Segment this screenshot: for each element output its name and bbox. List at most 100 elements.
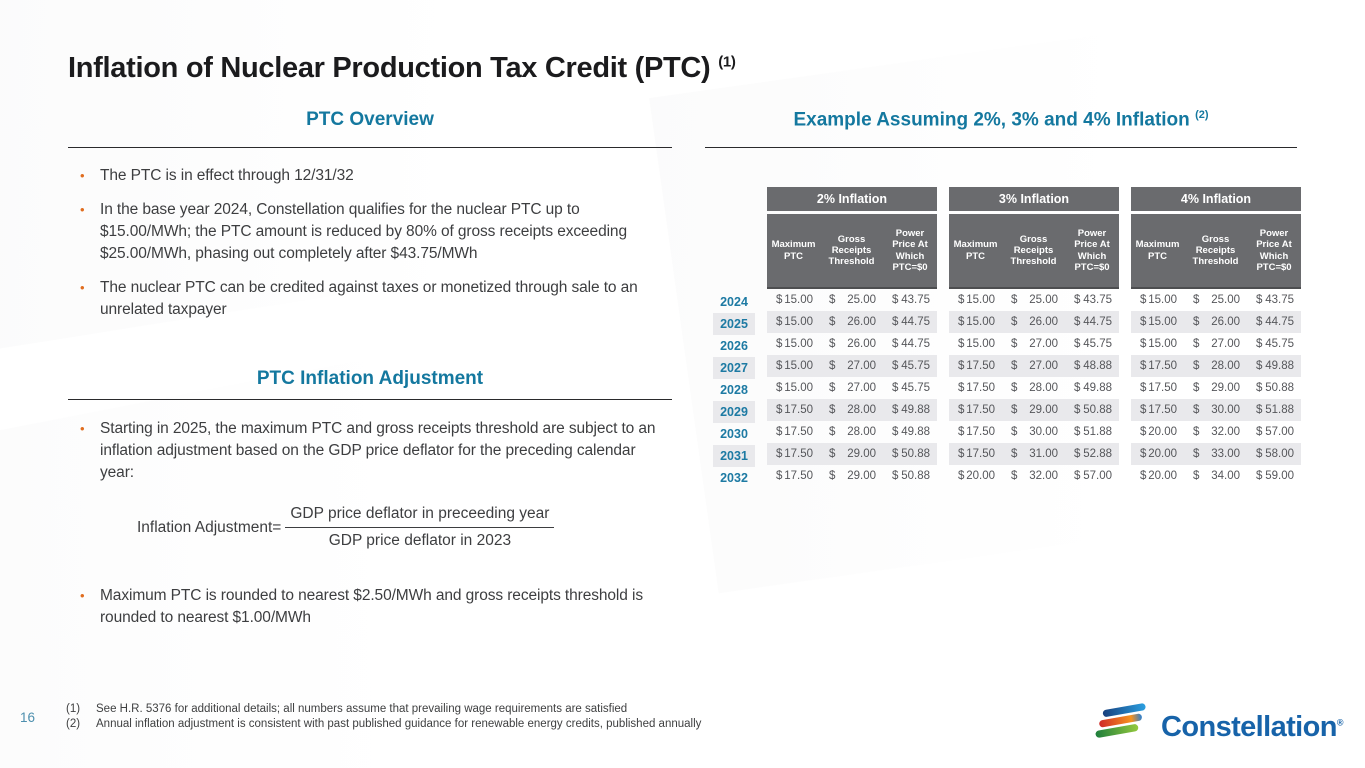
year-label: 2025 <box>713 313 755 335</box>
cell-value: 25.00 <box>1211 294 1240 306</box>
cell-value: 27.00 <box>847 360 876 372</box>
example-heading: Example Assuming 2%, 3% and 4% Inflation… <box>705 109 1297 131</box>
cell-value: 29.00 <box>1211 382 1240 394</box>
footnote-marker: (1) <box>66 703 81 715</box>
currency-symbol: $ <box>1074 470 1081 482</box>
cell-value: 26.00 <box>1211 316 1240 328</box>
currency-symbol: $ <box>1256 294 1263 306</box>
cell-value: 59.00 <box>1265 470 1294 482</box>
table-row: $15.00 $26.00 $44.75 <box>949 311 1119 333</box>
table-row: $20.00 $33.00 $58.00 <box>1131 443 1301 465</box>
currency-symbol: $ <box>1074 294 1081 306</box>
currency-symbol: $ <box>1074 426 1081 438</box>
currency-symbol: $ <box>1011 360 1018 372</box>
table-cell: $50.88 <box>1247 382 1301 394</box>
table-cell: $27.00 <box>1002 360 1065 372</box>
currency-symbol: $ <box>829 338 836 350</box>
cell-value: 49.88 <box>1083 382 1112 394</box>
currency-symbol: $ <box>1193 426 1200 438</box>
bullet-text: Starting in 2025, the maximum PTC and gr… <box>100 420 656 481</box>
cell-value: 20.00 <box>1148 470 1177 482</box>
table-row: $17.50 $28.00 $49.88 <box>767 399 937 421</box>
cell-value: 17.50 <box>966 448 995 460</box>
table-cell: $32.00 <box>1002 470 1065 482</box>
cell-value: 15.00 <box>784 294 813 306</box>
table-cell: $26.00 <box>1184 316 1247 328</box>
currency-symbol: $ <box>1256 426 1263 438</box>
currency-symbol: $ <box>1193 448 1200 460</box>
cell-value: 17.50 <box>966 360 995 372</box>
cell-value: 20.00 <box>1148 426 1177 438</box>
currency-symbol: $ <box>1193 404 1200 416</box>
currency-symbol: $ <box>1140 316 1147 328</box>
example-heading-text: Example Assuming 2%, 3% and 4% Inflation <box>793 109 1190 131</box>
cell-value: 31.00 <box>1029 448 1058 460</box>
constellation-logo: Constellation® <box>1083 697 1344 747</box>
column-header: Maximum PTC <box>1135 239 1180 262</box>
year-label: 2024 <box>720 295 748 309</box>
table-cell: $17.50 <box>1131 404 1184 416</box>
currency-symbol: $ <box>776 448 783 460</box>
cell-value: 43.75 <box>1083 294 1112 306</box>
table-cell: $28.00 <box>1002 382 1065 394</box>
cell-value: 45.75 <box>1265 338 1294 350</box>
bullet-icon: • <box>80 280 85 295</box>
constellation-logo-text: Constellation® <box>1161 711 1344 744</box>
footnote-marker: (2) <box>66 717 81 730</box>
table-cell: $15.00 <box>949 294 1002 306</box>
cell-value: 48.88 <box>1083 360 1112 372</box>
cell-value: 50.88 <box>901 470 930 482</box>
table-cell: $15.00 <box>1131 338 1184 350</box>
currency-symbol: $ <box>1011 382 1018 394</box>
table-row: $15.00 $27.00 $45.75 <box>1131 333 1301 355</box>
table-row: $15.00 $27.00 $45.75 <box>767 355 937 377</box>
currency-symbol: $ <box>892 316 899 328</box>
table-cell: $43.75 <box>1247 294 1301 306</box>
cell-value: 49.88 <box>901 426 930 438</box>
table-cell: $44.75 <box>1247 316 1301 328</box>
currency-symbol: $ <box>829 294 836 306</box>
cell-value: 17.50 <box>1148 360 1177 372</box>
currency-symbol: $ <box>1140 360 1147 372</box>
cell-value: 17.50 <box>784 448 813 460</box>
currency-symbol: $ <box>776 338 783 350</box>
table-cell: $25.00 <box>1002 294 1065 306</box>
currency-symbol: $ <box>1011 294 1018 306</box>
table-cell: $49.88 <box>1247 360 1301 372</box>
ptc-inflation-adjustment-heading: PTC Inflation Adjustment <box>256 368 484 389</box>
table-cell: $17.50 <box>767 426 820 438</box>
table-cell: $27.00 <box>1002 338 1065 350</box>
cell-value: 27.00 <box>1211 338 1240 350</box>
cell-value: 15.00 <box>1148 294 1177 306</box>
bullet-icon: • <box>80 202 85 217</box>
cell-value: 28.00 <box>1029 382 1058 394</box>
table-row: $15.00 $25.00 $43.75 <box>1131 289 1301 311</box>
cell-value: 30.00 <box>1211 404 1240 416</box>
currency-symbol: $ <box>1256 382 1263 394</box>
table-cell: $15.00 <box>949 338 1002 350</box>
table-row: $20.00 $34.00 $59.00 <box>1131 465 1301 487</box>
table-row: $17.50 $28.00 $49.88 <box>949 377 1119 399</box>
formula-fraction: GDP price deflator in preceeding year GD… <box>285 505 555 550</box>
registered-trademark-icon: ® <box>1336 716 1344 727</box>
table-cell: $31.00 <box>1002 448 1065 460</box>
cell-value: 30.00 <box>1029 426 1058 438</box>
year-label: 2026 <box>720 339 748 353</box>
currency-symbol: $ <box>958 360 965 372</box>
year-label: 2031 <box>713 445 755 467</box>
currency-symbol: $ <box>1011 426 1018 438</box>
table-row: $17.50 $29.00 $50.88 <box>1131 377 1301 399</box>
cell-value: 25.00 <box>1029 294 1058 306</box>
column-header: Gross Receipts Threshold <box>828 233 875 268</box>
cell-value: 49.88 <box>1265 360 1294 372</box>
table-cell: $50.88 <box>1065 404 1119 416</box>
currency-symbol: $ <box>1256 470 1263 482</box>
currency-symbol: $ <box>1256 448 1263 460</box>
table-cell: $49.88 <box>1065 382 1119 394</box>
currency-symbol: $ <box>958 294 965 306</box>
table-cell: $17.50 <box>767 448 820 460</box>
table-title: 3% Inflation <box>949 187 1119 211</box>
currency-symbol: $ <box>1193 382 1200 394</box>
currency-symbol: $ <box>1256 316 1263 328</box>
bullet-icon: • <box>80 168 85 183</box>
